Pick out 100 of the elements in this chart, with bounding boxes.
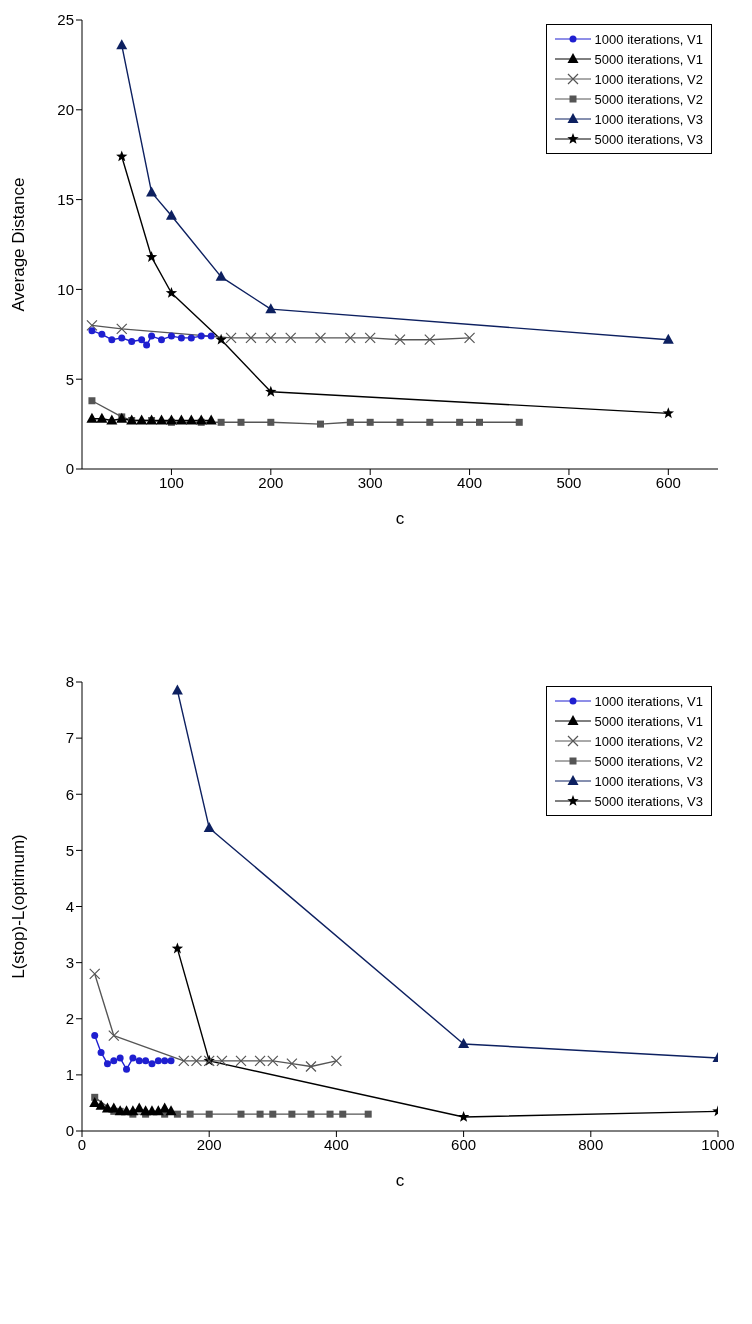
point [458,1038,470,1049]
point [215,333,227,345]
x-tick-label: 600 [655,473,681,491]
point [158,336,165,344]
point [91,1032,99,1040]
point [116,1054,124,1062]
point [288,1110,296,1118]
point [364,332,376,344]
point [457,1110,470,1122]
y-tick-label: 0 [65,460,74,478]
y-tick-label: 15 [57,190,74,208]
point [237,1110,245,1118]
point [156,414,167,425]
x-tick-label: 200 [258,473,284,491]
point [463,332,476,344]
point [86,412,98,423]
point [394,334,406,346]
y-tick-label: 20 [57,101,74,119]
legend-label: 5000 iterations, V1 [594,713,703,729]
x-axis-title: c [395,1171,405,1190]
point [286,1058,298,1070]
legend-label: 1000 iterations, V3 [594,773,703,789]
point [142,1057,150,1065]
y-tick-label: 6 [65,785,74,803]
point [269,1110,277,1118]
point [118,334,126,342]
point [215,270,227,281]
x-axis-title: c [395,509,405,528]
point [110,1057,118,1065]
point [146,186,158,197]
point [116,150,128,162]
point [285,332,297,344]
y-tick-label: 2 [65,1010,74,1028]
y-tick-label: 7 [65,729,74,747]
point [129,1054,137,1062]
point [165,209,177,220]
point [108,1029,120,1042]
x-tick-label: 800 [578,1135,604,1153]
point [138,336,146,344]
point [364,1110,372,1118]
point [317,420,324,428]
y-tick-label: 4 [65,897,74,915]
point [515,418,523,426]
point [171,684,183,695]
point [265,385,277,397]
point [128,337,136,345]
point [217,418,225,426]
legend-label: 1000 iterations, V1 [594,31,703,47]
point [235,1055,247,1067]
point [143,341,151,349]
x-tick-label: 0 [77,1135,87,1153]
point [195,414,207,425]
x-tick-label: 600 [451,1135,477,1153]
point [225,332,237,344]
point [426,418,434,426]
y-axis-title: L(stop)-L(optimum) [9,834,29,979]
y-tick-label: 25 [57,11,74,29]
point [89,968,101,980]
point [186,1110,194,1118]
x-tick-label: 100 [158,473,184,491]
point [237,418,245,426]
x-tick-label: 200 [196,1135,222,1153]
point [167,332,175,340]
point [136,414,148,425]
point [205,414,217,425]
point [456,418,464,426]
point [106,414,118,425]
x-tick-label: 300 [357,473,383,491]
point [185,414,197,425]
point [256,1110,264,1118]
point [267,418,275,426]
point [145,251,158,262]
point [344,332,356,344]
point [330,1055,342,1067]
point [424,334,436,346]
y-tick-label: 3 [65,953,74,971]
y-tick-label: 10 [57,280,74,298]
x-tick-label: 500 [556,473,582,491]
point [305,1060,317,1073]
legend-label: 5000 iterations, V2 [594,91,703,107]
legend-label: 1000 iterations, V2 [594,71,703,87]
point [175,414,187,425]
point [476,418,483,426]
legend-label: 5000 iterations, V3 [594,131,703,147]
point [108,336,116,344]
point [339,1110,347,1118]
point [98,330,106,338]
legend-label: 1000 iterations, V3 [594,111,703,127]
y-tick-label: 5 [65,370,74,388]
point [203,821,215,832]
legend-label: 5000 iterations, V1 [594,51,703,67]
point [205,1110,213,1118]
legend-label: 5000 iterations, V3 [594,793,703,809]
point [662,407,675,419]
point [88,397,96,405]
point [97,1048,105,1056]
point [346,418,354,426]
point [123,1065,131,1073]
point [265,303,277,314]
point [265,332,277,344]
